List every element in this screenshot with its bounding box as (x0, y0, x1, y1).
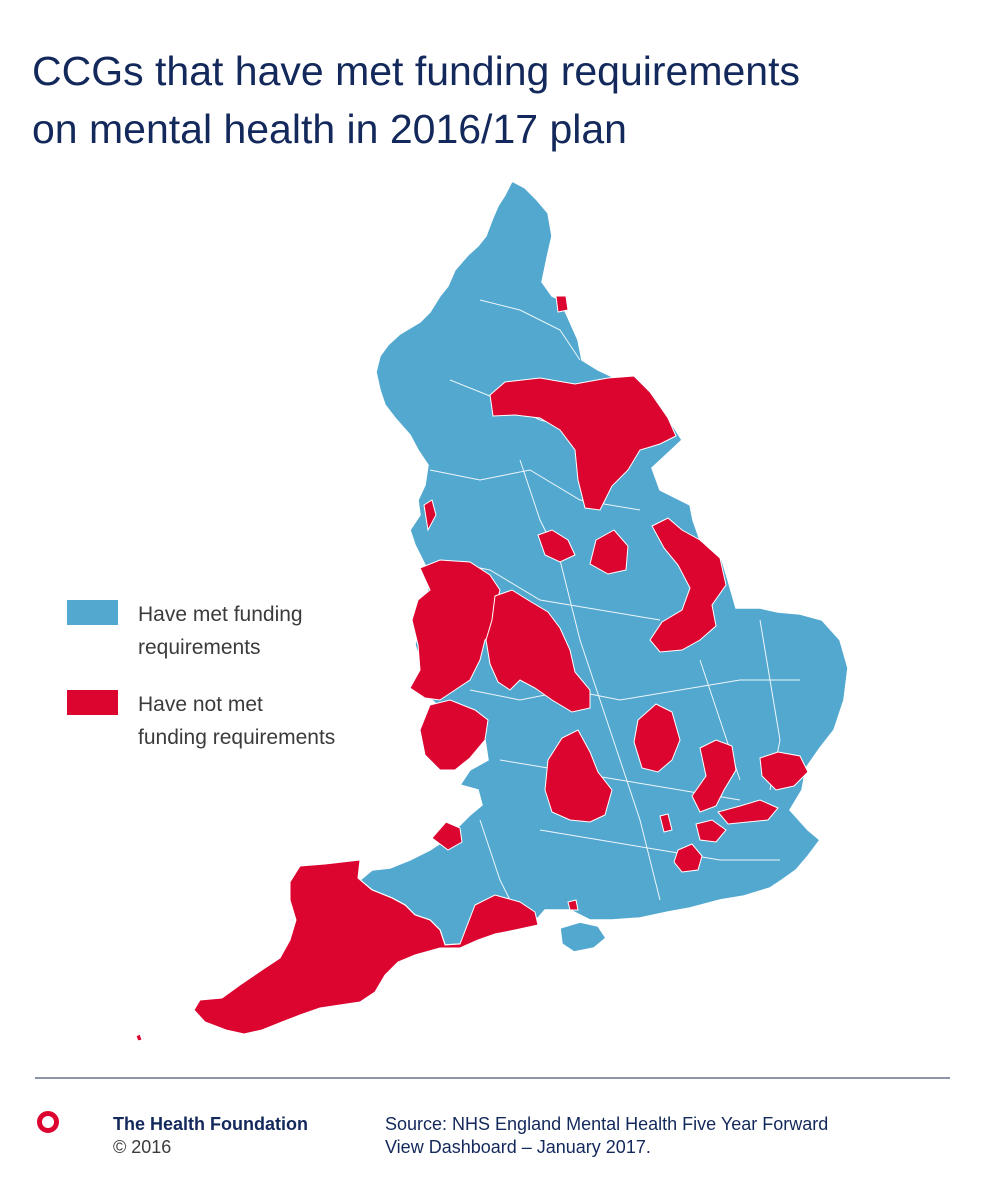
region-west-london (659, 813, 673, 833)
region-bedfordshire (691, 739, 737, 813)
copyright: © 2016 (113, 1137, 172, 1157)
legend-met-line-1: Have met funding (138, 603, 303, 626)
region-lancashire-coast (423, 499, 437, 532)
region-essex (759, 751, 809, 791)
isle-of-wight (559, 921, 607, 953)
ccg-boundaries (429, 229, 800, 921)
region-thames-estuary (717, 799, 779, 825)
legend-label-not-met: Have not met funding requirements (138, 688, 438, 754)
region-south-london (695, 819, 727, 843)
region-bristol (431, 821, 463, 851)
ring-icon (37, 1111, 59, 1133)
not-met-regions (135, 295, 809, 1042)
region-isles-of-scilly (135, 1033, 143, 1042)
region-wales-border-south (419, 699, 489, 771)
region-hampshire-coast (567, 899, 579, 911)
region-northamptonshire (633, 703, 681, 773)
england-ccg-map (135, 179, 849, 1042)
region-warwickshire-oxford (544, 729, 613, 823)
region-south-west (193, 859, 539, 1035)
source-line-2: View Dashboard – January 2017. (385, 1137, 651, 1157)
region-staffordshire-derby (485, 589, 591, 713)
region-north-yorkshire (489, 375, 677, 511)
source-line-1: Source: NHS England Mental Health Five Y… (385, 1114, 829, 1134)
region-south-yorkshire (537, 529, 576, 563)
organisation-credit: The Health Foundation © 2016 (113, 1113, 308, 1159)
organisation-name: The Health Foundation (113, 1114, 308, 1134)
region-surrey (673, 843, 703, 873)
title-line-1: CCGs that have met funding requirements (32, 48, 800, 94)
legend-not-met-line-2: funding requirements (138, 726, 336, 749)
source-note: Source: NHS England Mental Health Five Y… (385, 1113, 905, 1159)
title-line-2: on mental health in 2016/17 plan (32, 106, 627, 152)
legend-met-line-2: requirements (138, 636, 261, 659)
footer-divider (35, 1077, 950, 1079)
region-lincolnshire (649, 517, 727, 653)
region-nottingham (589, 529, 629, 575)
region-cheshire-merseyside (409, 559, 501, 701)
region-north-east-coast (555, 295, 569, 313)
legend-swatch-not-met (67, 690, 118, 715)
page-title: CCGs that have met funding requirements … (32, 42, 962, 158)
legend-swatch-met (67, 600, 118, 625)
legend-label-met: Have met funding requirements (138, 598, 438, 664)
legend-not-met-line-1: Have not met (138, 693, 263, 716)
